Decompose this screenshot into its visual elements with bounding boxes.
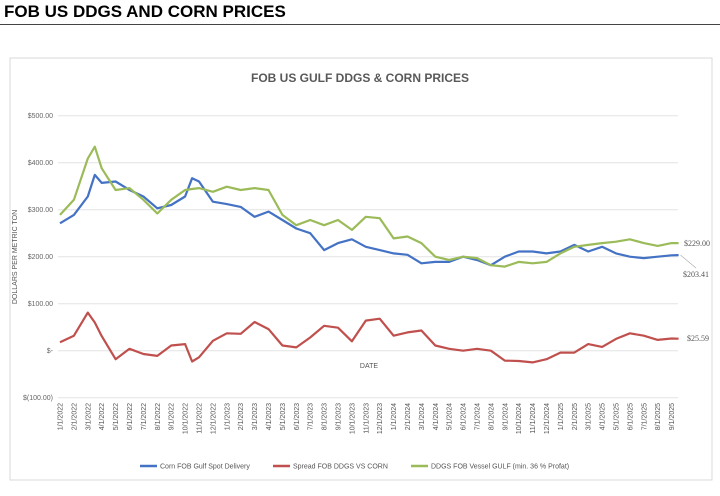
y-tick-label: $400.00 xyxy=(28,160,53,167)
x-tick-label: 9/1/2024 xyxy=(502,403,509,430)
x-tick-label: 12/1/2024 xyxy=(544,403,551,434)
x-tick-label: 6/1/2023 xyxy=(294,403,301,430)
end-label-corn: $203.41 xyxy=(683,270,709,279)
x-tick-label: 10/1/2023 xyxy=(349,403,356,434)
legend-label-1: Spread FOB DDGS VS CORN xyxy=(293,464,388,471)
x-tick-label: 6/1/2022 xyxy=(127,403,134,430)
x-tick-label: 7/1/2025 xyxy=(641,403,648,430)
x-tick-label: 8/1/2025 xyxy=(655,403,662,430)
page-title: FOB US DDGS AND CORN PRICES xyxy=(4,2,286,21)
x-tick-label: 4/1/2023 xyxy=(266,403,273,430)
y-tick-label: $- xyxy=(47,348,54,355)
y-axis-label: DOLLARS PER METRIC TON xyxy=(12,210,19,304)
x-tick-label: 1/1/2023 xyxy=(224,403,231,430)
x-tick-label: 1/1/2025 xyxy=(558,403,565,430)
x-tick-label: 9/1/2023 xyxy=(336,403,343,430)
x-tick-label: 1/1/2022 xyxy=(58,403,65,430)
chart-title: FOB US GULF DDGS & CORN PRICES xyxy=(251,71,469,85)
end-label-spread: $25.59 xyxy=(687,334,709,343)
x-tick-label: 9/1/2022 xyxy=(169,403,176,430)
end-label-ddgs: $229.00 xyxy=(684,239,710,248)
x-tick-label: 2/1/2023 xyxy=(238,403,245,430)
x-tick-label: 7/1/2024 xyxy=(475,403,482,430)
x-tick-label: 8/1/2024 xyxy=(488,403,495,430)
x-tick-label: 12/1/2023 xyxy=(377,403,384,434)
x-tick-label: 1/1/2024 xyxy=(391,403,398,430)
x-tick-label: 2/1/2022 xyxy=(71,403,78,430)
series-line-1 xyxy=(59,311,679,364)
x-tick-label: 5/1/2023 xyxy=(280,403,287,430)
x-tick-label: 11/1/2024 xyxy=(530,403,537,434)
title-divider xyxy=(0,24,720,25)
x-tick-label: 4/1/2025 xyxy=(600,403,607,430)
x-axis-label: DATE xyxy=(360,363,378,370)
x-tick-label: 5/1/2022 xyxy=(113,403,120,430)
x-tick-label: 3/1/2023 xyxy=(252,403,259,430)
x-tick-label: 7/1/2023 xyxy=(308,403,315,430)
y-tick-label: $200.00 xyxy=(28,254,53,261)
x-tick-label: 6/1/2025 xyxy=(627,403,634,430)
y-tick-label: $300.00 xyxy=(28,207,53,214)
x-tick-label: 8/1/2022 xyxy=(155,403,162,430)
x-tick-label: 11/1/2022 xyxy=(197,403,204,434)
x-tick-label: 11/1/2023 xyxy=(363,403,370,434)
x-tick-label: 12/1/2022 xyxy=(210,403,217,434)
chart-frame xyxy=(9,57,713,481)
x-tick-label: 3/1/2022 xyxy=(85,403,92,430)
x-tick-label: 2/1/2025 xyxy=(572,403,579,430)
x-tick-label: 4/1/2024 xyxy=(433,403,440,430)
leader-line xyxy=(680,254,697,269)
x-tick-label: 2/1/2024 xyxy=(405,403,412,430)
x-tick-label: 7/1/2022 xyxy=(141,403,148,430)
x-tick-label: 5/1/2025 xyxy=(614,403,621,430)
x-tick-label: 3/1/2024 xyxy=(419,403,426,430)
x-tick-label: 4/1/2022 xyxy=(99,403,106,430)
y-tick-label: $500.00 xyxy=(28,113,53,120)
x-tick-label: 9/1/2025 xyxy=(669,403,676,430)
y-tick-label: $(100.00) xyxy=(23,395,53,402)
y-tick-label: $100.00 xyxy=(28,301,53,308)
x-tick-label: 5/1/2024 xyxy=(447,403,454,430)
x-tick-label: 10/1/2022 xyxy=(183,403,190,434)
series-line-2 xyxy=(59,145,679,268)
legend-label-0: Corn FOB Gulf Spot Delivery xyxy=(160,464,250,471)
x-tick-label: 10/1/2024 xyxy=(516,403,523,434)
x-tick-label: 3/1/2025 xyxy=(586,403,593,430)
x-tick-label: 8/1/2023 xyxy=(322,403,329,430)
x-tick-label: 6/1/2024 xyxy=(461,403,468,430)
legend-label-2: DDGS FOB Vessel GULF (min. 36 % Profat) xyxy=(431,464,569,471)
